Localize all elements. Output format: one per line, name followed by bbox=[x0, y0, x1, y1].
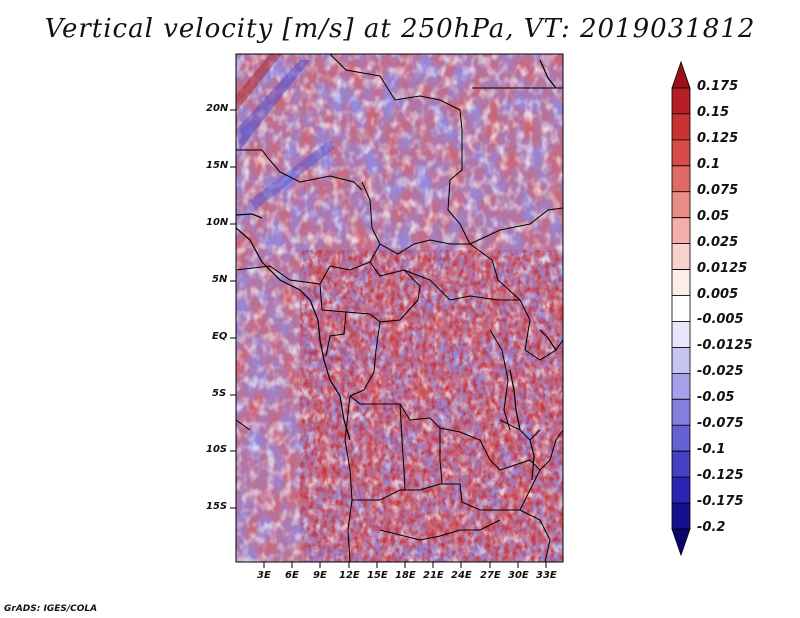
lon-label-18e: 18E bbox=[395, 570, 416, 581]
colorbar-segment bbox=[671, 60, 691, 89]
lat-label-10n: 10N bbox=[206, 217, 229, 228]
lon-label-33e: 33E bbox=[536, 570, 557, 581]
colorbar-label: -0.075 bbox=[697, 416, 744, 432]
colorbar-label: -0.2 bbox=[697, 520, 726, 536]
lon-label-30e: 30E bbox=[508, 570, 529, 581]
coastline bbox=[236, 59, 557, 481]
colorbar-segment bbox=[671, 87, 691, 115]
map-title: Vertical velocity [m/s] at 250hPa, VT: 2… bbox=[44, 14, 756, 44]
colorbar-label: -0.025 bbox=[697, 364, 744, 380]
colorbar-segment bbox=[671, 347, 691, 374]
colorbar-label: 0.1 bbox=[697, 156, 721, 172]
lon-label-24e: 24E bbox=[451, 570, 472, 581]
colorbar-label: 0.005 bbox=[697, 286, 739, 302]
colorbar-label: 0.05 bbox=[697, 208, 730, 224]
colorbar-segment bbox=[671, 139, 691, 167]
colorbar-segment bbox=[671, 165, 691, 193]
colorbar-segment bbox=[671, 243, 691, 270]
lat-label-5s: 5S bbox=[212, 388, 227, 399]
colorbar-segment bbox=[671, 295, 691, 322]
colorbar-segment bbox=[671, 424, 691, 452]
country-borders bbox=[236, 54, 563, 562]
colorbar-segment bbox=[671, 372, 691, 400]
lat-label-eq: EQ bbox=[212, 331, 228, 342]
lon-label-3e: 3E bbox=[257, 570, 271, 581]
colorbar-segment bbox=[671, 269, 691, 296]
lon-label-6e: 6E bbox=[285, 570, 299, 581]
colorbar-label: -0.175 bbox=[697, 494, 744, 510]
colorbar-label: -0.1 bbox=[697, 442, 726, 458]
colorbar-label: -0.125 bbox=[697, 468, 744, 484]
colorbar-segment bbox=[671, 450, 691, 478]
lon-label-27e: 27E bbox=[480, 570, 501, 581]
lat-label-5n: 5N bbox=[212, 274, 228, 285]
colorbar-label: 0.15 bbox=[697, 104, 730, 120]
colorbar-label: 0.0125 bbox=[697, 260, 748, 276]
lat-label-15n: 15N bbox=[206, 160, 229, 171]
credit-text: GrADS: IGES/COLA bbox=[4, 604, 98, 614]
colorbar-label: 0.175 bbox=[697, 78, 739, 94]
colorbar-segment bbox=[671, 321, 691, 348]
colorbar-segment bbox=[671, 528, 691, 557]
lon-label-15e: 15E bbox=[367, 570, 388, 581]
colorbar-segment bbox=[671, 502, 691, 530]
lat-label-15s: 15S bbox=[206, 501, 228, 512]
axis-ticks bbox=[230, 109, 547, 568]
colorbar-label: 0.075 bbox=[697, 182, 739, 198]
lat-label-20n: 20N bbox=[206, 103, 229, 114]
map-frame bbox=[235, 53, 564, 563]
colorbar-label: -0.0125 bbox=[697, 338, 753, 354]
lon-label-12e: 12E bbox=[339, 570, 360, 581]
colorbar-segment bbox=[671, 398, 691, 426]
colorbar-segment bbox=[671, 191, 691, 219]
lat-label-10s: 10S bbox=[206, 444, 228, 455]
colorbar-segment bbox=[671, 476, 691, 504]
velocity-field bbox=[236, 54, 563, 562]
lon-label-9e: 9E bbox=[313, 570, 327, 581]
colorbar-segment bbox=[671, 113, 691, 141]
colorbar-label: 0.125 bbox=[697, 130, 739, 146]
colorbar bbox=[671, 60, 691, 557]
lon-label-21e: 21E bbox=[423, 570, 444, 581]
colorbar-label: -0.05 bbox=[697, 390, 735, 406]
colorbar-segment bbox=[671, 217, 691, 245]
colorbar-label: 0.025 bbox=[697, 234, 739, 250]
colorbar-label: -0.005 bbox=[697, 312, 744, 328]
